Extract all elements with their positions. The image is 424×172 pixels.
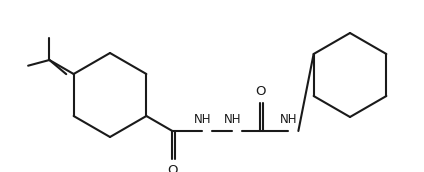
Text: NH: NH — [194, 113, 211, 126]
Text: NH: NH — [279, 113, 297, 126]
Text: O: O — [167, 164, 178, 172]
Text: NH: NH — [223, 113, 241, 126]
Text: O: O — [255, 85, 265, 98]
